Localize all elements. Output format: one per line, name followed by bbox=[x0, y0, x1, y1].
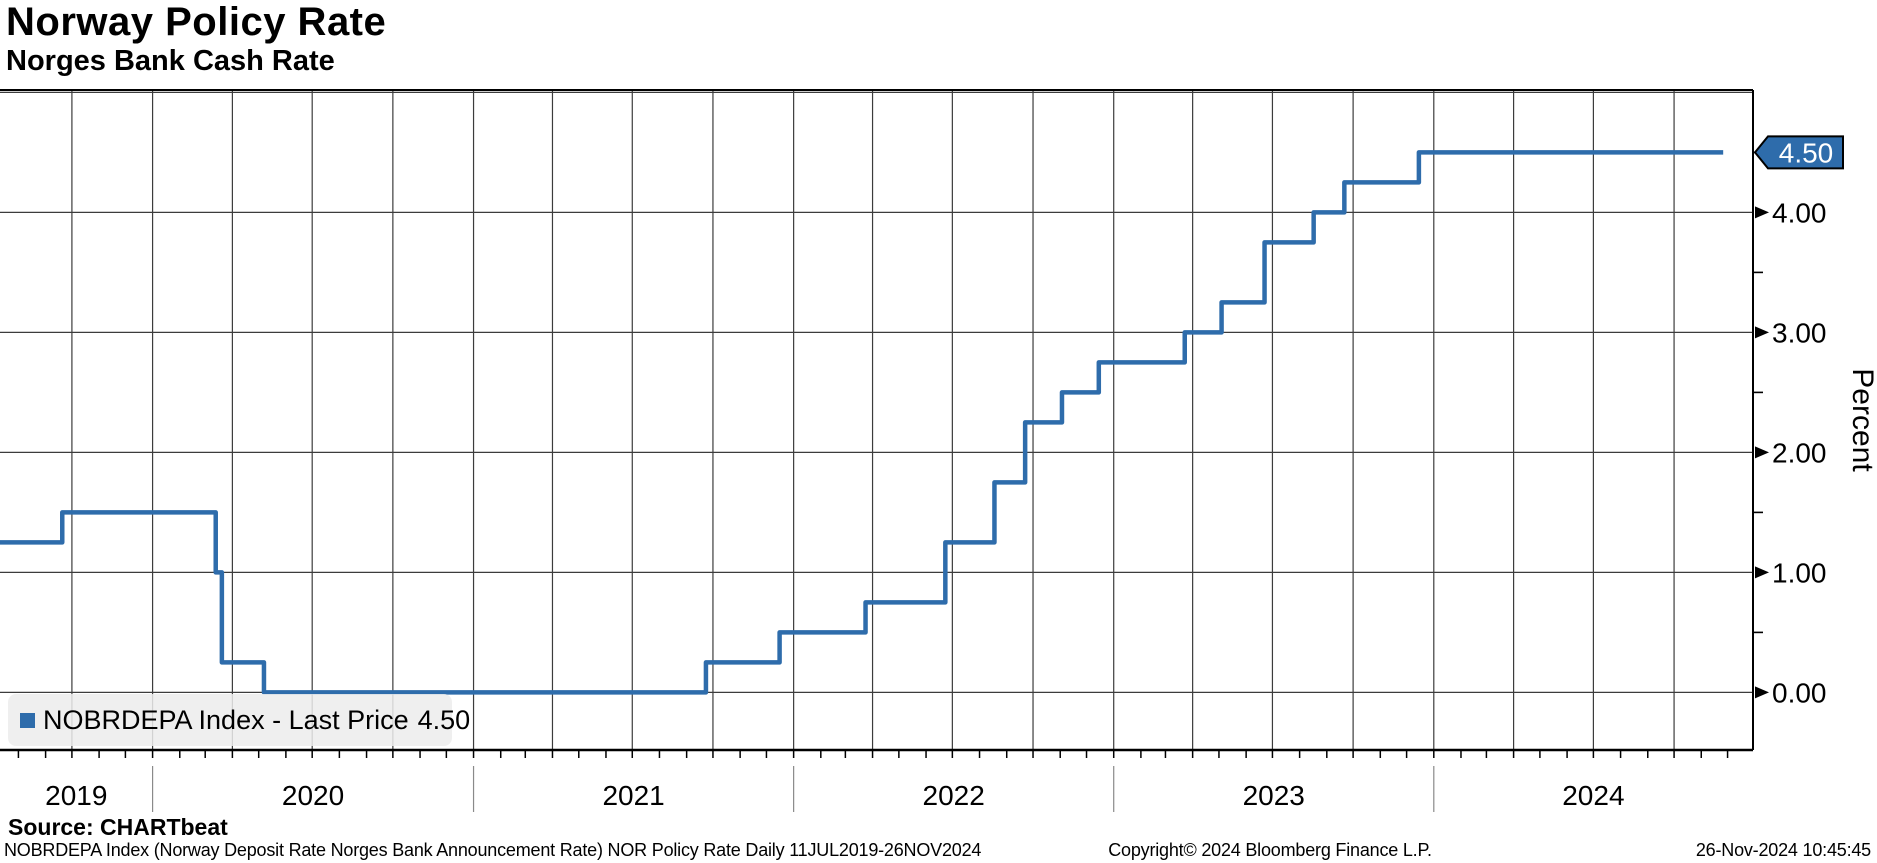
y-major-tick-arrow-icon bbox=[1755, 326, 1769, 339]
y-major-tick-arrow-icon bbox=[1755, 686, 1769, 699]
legend[interactable]: NOBRDEPA Index - Last Price 4.50 bbox=[8, 694, 470, 746]
y-axis-title: Percent bbox=[1846, 368, 1877, 472]
source-note: Source: CHARTbeat bbox=[8, 814, 228, 840]
footer-copyright: Copyright© 2024 Bloomberg Finance L.P. bbox=[1108, 840, 1432, 860]
series-marker-icon bbox=[20, 712, 35, 728]
page-subtitle: Norges Bank Cash Rate bbox=[6, 45, 335, 77]
y-major-tick-arrow-icon bbox=[1755, 206, 1769, 219]
legend-value: 4.50 bbox=[417, 704, 471, 735]
legend-label: NOBRDEPA Index - Last Price bbox=[43, 704, 409, 735]
page-title: Norway Policy Rate bbox=[6, 0, 387, 44]
y-major-tick-arrow-icon bbox=[1755, 446, 1769, 459]
rate-step-line bbox=[0, 150, 1724, 695]
y-tick-label: 3.00 bbox=[1772, 317, 1827, 348]
y-tick-label: 2.00 bbox=[1772, 437, 1827, 468]
x-year-label: 2020 bbox=[282, 780, 344, 811]
x-year-label: 2021 bbox=[602, 780, 664, 811]
x-year-label: 2019 bbox=[45, 780, 107, 811]
footer-timestamp: 26-Nov-2024 10:45:45 bbox=[1695, 840, 1871, 860]
footer-description: NOBRDEPA Index (Norway Deposit Rate Norg… bbox=[4, 840, 982, 860]
y-tick-label: 1.00 bbox=[1772, 557, 1827, 588]
y-tick-label: 4.00 bbox=[1772, 197, 1827, 228]
x-year-label: 2024 bbox=[1562, 780, 1624, 811]
last-price-badge bbox=[1753, 135, 1844, 170]
y-major-tick-arrow-icon bbox=[1755, 566, 1769, 579]
x-year-label: 2023 bbox=[1243, 780, 1305, 811]
x-year-label: 2022 bbox=[923, 780, 985, 811]
last-price-badge-label: 4.50 bbox=[1779, 137, 1834, 168]
y-tick-label: 0.00 bbox=[1772, 677, 1827, 708]
